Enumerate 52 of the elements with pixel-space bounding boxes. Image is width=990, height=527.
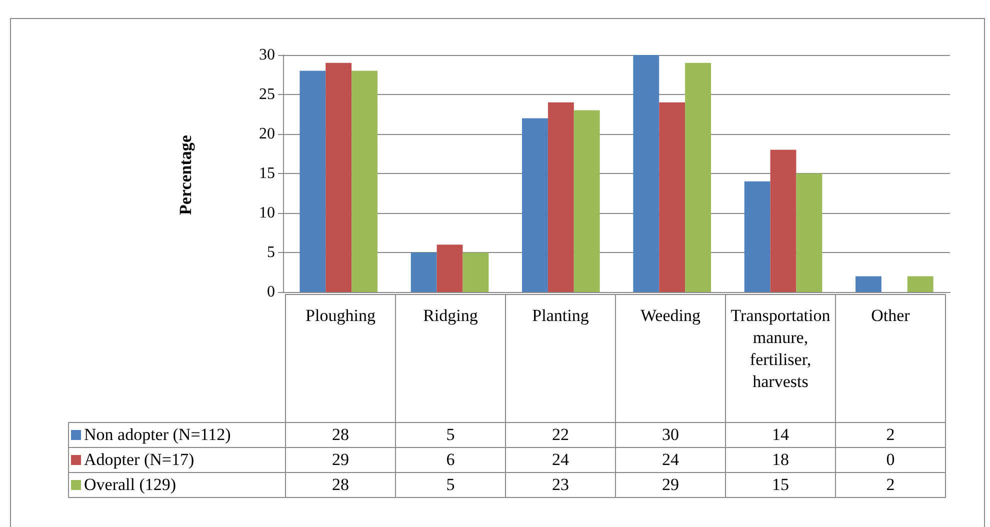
y-tick-label: 25 <box>259 86 275 103</box>
y-tick-label: 10 <box>259 204 275 222</box>
x-tick-label: Planting <box>506 294 616 422</box>
data-label: 14 <box>726 422 836 448</box>
data-label: 24 <box>616 448 726 472</box>
bar <box>796 174 822 292</box>
data-label: 5 <box>396 472 506 498</box>
data-label: 15 <box>726 472 836 498</box>
data-label: 29 <box>616 472 726 498</box>
y-axis-title: Percentage <box>176 135 196 215</box>
data-label: 24 <box>506 448 616 472</box>
data-label: 23 <box>506 472 616 498</box>
bar <box>410 252 437 292</box>
bar <box>352 70 378 292</box>
bar <box>462 252 489 292</box>
data-label: 29 <box>286 448 396 472</box>
bar <box>436 244 463 292</box>
data-label: 6 <box>396 448 506 472</box>
bar <box>744 181 770 292</box>
y-tick-label: 20 <box>259 126 275 142</box>
data-label: 5 <box>396 422 506 448</box>
x-tick-label: Ploughing <box>286 294 396 422</box>
data-label: 28 <box>286 422 396 448</box>
data-label: 2 <box>836 422 946 448</box>
data-label: 0 <box>836 448 946 472</box>
bar <box>300 70 326 292</box>
y-tick-label: 0 <box>267 284 275 300</box>
y-tick-label: 15 <box>259 165 275 182</box>
legend-label: Non adopter (N=112) <box>68 422 286 448</box>
data-label: 30 <box>616 422 726 448</box>
x-tick-label: Transportation manure, fertiliser, harvests <box>726 294 836 422</box>
bar <box>522 118 548 292</box>
bar <box>326 62 352 292</box>
bar <box>633 55 660 292</box>
data-label: 22 <box>506 422 616 448</box>
y-tick-label: 30 <box>259 46 275 64</box>
bar <box>685 62 711 292</box>
data-label: 2 <box>836 472 946 498</box>
data-label: 18 <box>726 448 836 472</box>
bar <box>574 110 600 292</box>
y-tick-label: 5 <box>267 244 275 261</box>
x-tick-label: Other <box>836 294 946 422</box>
bar <box>548 102 574 292</box>
legend-label: Adopter (N=17) <box>68 448 286 472</box>
x-tick-label: Ridging <box>396 294 506 422</box>
bar <box>770 150 796 292</box>
data-label: 28 <box>286 472 396 498</box>
bar <box>856 276 882 292</box>
legend-label: Overall (129) <box>68 472 286 498</box>
x-tick-label: Weeding <box>616 294 726 422</box>
bar <box>659 102 686 292</box>
bar <box>907 276 934 292</box>
